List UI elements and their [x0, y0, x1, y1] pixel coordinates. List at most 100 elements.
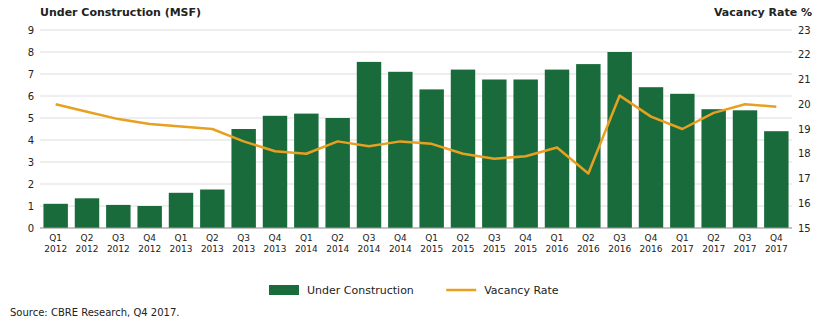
x-tick-label-line: Q2 [206, 233, 219, 243]
x-tick-label-line: 2015 [420, 244, 443, 254]
bar [200, 190, 224, 229]
x-tick-label-line: 2016 [640, 244, 663, 254]
x-tick-label-line: Q2 [457, 233, 470, 243]
x-tick-label-line: 2013 [170, 244, 193, 254]
legend-label: Vacancy Rate [484, 284, 559, 297]
x-tick-label: Q12015 [420, 233, 443, 254]
legend-swatch [446, 289, 476, 292]
y2-tick-label: 22 [798, 49, 811, 60]
y2-tick-label: 19 [798, 124, 811, 135]
y-tick-label: 8 [28, 47, 34, 58]
y-tick-label: 3 [28, 157, 34, 168]
x-tick-label: Q32012 [107, 233, 130, 254]
x-tick-label-line: 2015 [483, 244, 506, 254]
bar [263, 116, 287, 228]
x-tick-label: Q12013 [170, 233, 193, 254]
bar [733, 110, 757, 228]
y-tick-label: 4 [28, 135, 34, 146]
bar [764, 131, 788, 228]
x-tick-label-line: Q1 [551, 233, 564, 243]
line [56, 96, 777, 174]
x-tick-label: Q32015 [483, 233, 506, 254]
x-tick-label-line: Q4 [394, 233, 407, 243]
legend: Under ConstructionVacancy Rate [269, 284, 559, 297]
x-tick-label-line: 2017 [702, 244, 725, 254]
chart: Under Construction (MSF)Vacancy Rate %01… [0, 0, 830, 329]
page: {"chart_data": { "type": "bar", "categor… [0, 0, 830, 329]
bar [670, 94, 694, 228]
x-axis-line [40, 228, 792, 229]
bar [75, 198, 99, 228]
x-tick-label: Q12016 [546, 233, 569, 254]
x-tick-label-line: Q1 [300, 233, 313, 243]
x-tick-label: Q42015 [514, 233, 537, 254]
grid-line [40, 30, 792, 31]
y2-tick-label: 16 [798, 198, 811, 209]
x-tick-label-line: 2013 [264, 244, 287, 254]
y2-axis-title: Vacancy Rate % [714, 6, 812, 19]
grid-line [40, 228, 792, 229]
x-tick-label-line: 2014 [295, 244, 318, 254]
bar [701, 109, 725, 228]
x-tick-label: Q42013 [264, 233, 287, 254]
x-tick-label-line: Q4 [645, 233, 658, 243]
bar [482, 80, 506, 229]
x-tick-label: Q32013 [232, 233, 255, 254]
bar [607, 52, 631, 228]
y-tick-label: 9 [28, 25, 34, 36]
x-tick-label-line: 2017 [765, 244, 788, 254]
x-tick-label: Q22012 [76, 233, 99, 254]
x-tick-label-line: Q3 [739, 233, 752, 243]
x-tick-label-line: Q3 [237, 233, 250, 243]
y-tick-label: 2 [28, 179, 34, 190]
bar [451, 70, 475, 228]
x-tick-label-line: Q1 [175, 233, 188, 243]
bar [639, 87, 663, 228]
bar [576, 64, 600, 228]
y-tick-label: 5 [28, 113, 34, 124]
y-tick-label: 6 [28, 91, 34, 102]
x-tick-label-line: 2012 [138, 244, 161, 254]
y2-tick-label: 23 [798, 25, 811, 36]
x-tick-label-line: 2014 [389, 244, 412, 254]
x-tick-label: Q22013 [201, 233, 224, 254]
x-tick-label: Q12017 [671, 233, 694, 254]
x-tick-label: Q42012 [138, 233, 161, 254]
x-tick-label-line: Q1 [676, 233, 689, 243]
source-note: Source: CBRE Research, Q4 2017. [10, 307, 179, 318]
x-tick-label-line: 2012 [107, 244, 130, 254]
x-tick-label: Q32014 [358, 233, 381, 254]
grid [40, 30, 792, 228]
bar [137, 206, 161, 228]
x-tick-label: Q22015 [452, 233, 475, 254]
y2-tick-label: 15 [798, 223, 811, 234]
x-tick-label-line: 2016 [577, 244, 600, 254]
bar [388, 72, 412, 228]
x-tick-label-line: Q3 [613, 233, 626, 243]
x-tick-label-line: 2015 [452, 244, 475, 254]
legend-swatch [269, 285, 299, 295]
y2-tick-label: 18 [798, 148, 811, 159]
bar [43, 204, 67, 228]
x-tick-label-line: Q4 [143, 233, 156, 243]
x-tick-label-line: 2017 [734, 244, 757, 254]
x-tick-label: Q42017 [765, 233, 788, 254]
x-tick-label-line: Q2 [331, 233, 344, 243]
x-tick-label-line: 2013 [232, 244, 255, 254]
x-tick-label: Q12012 [44, 233, 67, 254]
plot-area [43, 52, 788, 228]
x-tick-label-line: Q1 [49, 233, 62, 243]
y-tick-label: 0 [28, 223, 34, 234]
bar [106, 205, 130, 228]
x-tick-label-line: 2013 [201, 244, 224, 254]
bar [419, 89, 443, 228]
x-tick-label-line: 2012 [76, 244, 99, 254]
bar [294, 114, 318, 228]
x-tick-label: Q32017 [734, 233, 757, 254]
x-tick-label-line: Q4 [269, 233, 282, 243]
x-tick-label: Q22014 [326, 233, 349, 254]
y-tick-label: 1 [28, 201, 34, 212]
x-tick-label-line: 2014 [326, 244, 349, 254]
x-tick-label: Q42014 [389, 233, 412, 254]
x-tick-label-line: Q2 [707, 233, 720, 243]
